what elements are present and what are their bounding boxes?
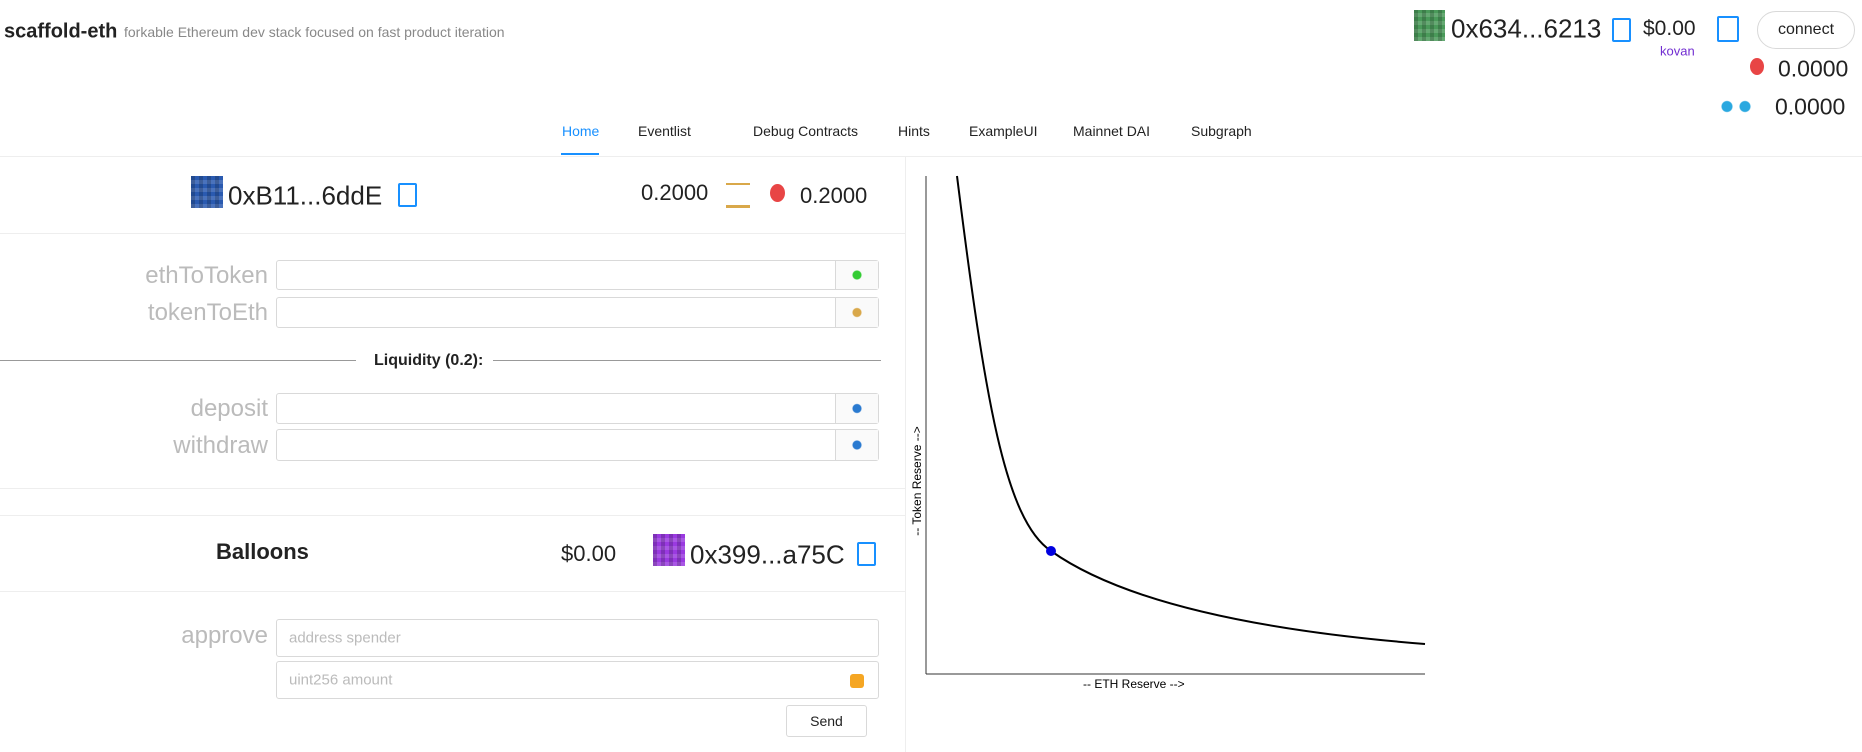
field-label: ethToToken: [145, 262, 268, 289]
current-point: [1046, 546, 1056, 556]
field-label: deposit: [190, 395, 268, 422]
copy-icon[interactable]: [857, 542, 876, 566]
app-subtitle: forkable Ethereum dev stack focused on f…: [124, 24, 505, 40]
scale-icon: [726, 183, 750, 208]
nav-tab[interactable]: Subgraph: [1191, 123, 1252, 139]
dex-address[interactable]: 0xB11...6ddE: [228, 180, 383, 211]
account-address[interactable]: 0x634...6213: [1451, 13, 1602, 44]
input[interactable]: [276, 429, 879, 461]
app-title: scaffold-eth: [4, 20, 118, 43]
field-label: withdraw: [173, 432, 268, 459]
balloon-icon: [770, 184, 785, 202]
token-blockie: [653, 534, 685, 566]
nav-tab[interactable]: ExampleUI: [969, 123, 1038, 139]
account-balance: $0.00: [1643, 17, 1696, 40]
token-name: Balloons: [216, 539, 309, 564]
field-label: tokenToEth: [147, 299, 268, 326]
nav-tab[interactable]: Mainnet DAI: [1073, 123, 1151, 139]
nav-tab[interactable]: Debug Contracts: [753, 123, 859, 139]
input[interactable]: [276, 260, 879, 290]
input[interactable]: [276, 297, 879, 328]
dex-token-balance: 0.2000: [800, 183, 868, 208]
row-border: [0, 591, 905, 592]
row-border: [0, 515, 905, 516]
placeholder: address spender: [289, 629, 401, 647]
balloon-icon: [1750, 58, 1764, 75]
input[interactable]: [276, 393, 879, 424]
nav-tab[interactable]: Eventlist: [638, 123, 691, 139]
panel-divider: [905, 156, 906, 752]
faucet-balance: 0.0000: [1775, 93, 1846, 120]
input[interactable]: uint256 amount: [276, 661, 879, 699]
network-name: kovan: [1660, 43, 1695, 59]
divider-line: [493, 360, 881, 361]
liquidity-heading: Liquidity (0.2):: [374, 352, 484, 369]
send-button[interactable]: Send: [786, 705, 867, 737]
token-address[interactable]: 0x399...a75C: [690, 539, 845, 570]
nav-tab[interactable]: Hints: [898, 123, 930, 139]
faucet-icon[interactable]: [1718, 100, 1754, 113]
placeholder: uint256 amount: [289, 671, 393, 689]
connect-button[interactable]: connect: [1757, 11, 1855, 49]
x-axis-label: -- ETH Reserve -->: [1083, 677, 1185, 691]
nav-tab[interactable]: Home: [562, 123, 600, 139]
dex-eth-balance: 0.2000: [641, 180, 709, 205]
account-blockie: [1414, 10, 1445, 41]
tab-border: [0, 156, 1862, 157]
dex-blockie: [191, 176, 223, 208]
token-balance: 0.0000: [1778, 55, 1849, 82]
divider-line: [0, 360, 356, 361]
input[interactable]: address spender: [276, 619, 879, 657]
active-tab-underline: [561, 153, 599, 155]
curve: [956, 175, 1426, 645]
wallet-icon[interactable]: [1717, 16, 1739, 42]
row-border: [0, 233, 905, 234]
field-label: approve: [181, 622, 268, 649]
copy-icon[interactable]: [398, 183, 417, 207]
y-axis-label: -- Token Reserve -->: [910, 426, 924, 535]
token-balance: $0.00: [561, 541, 617, 566]
copy-icon[interactable]: [1612, 18, 1631, 42]
row-border: [0, 488, 905, 489]
